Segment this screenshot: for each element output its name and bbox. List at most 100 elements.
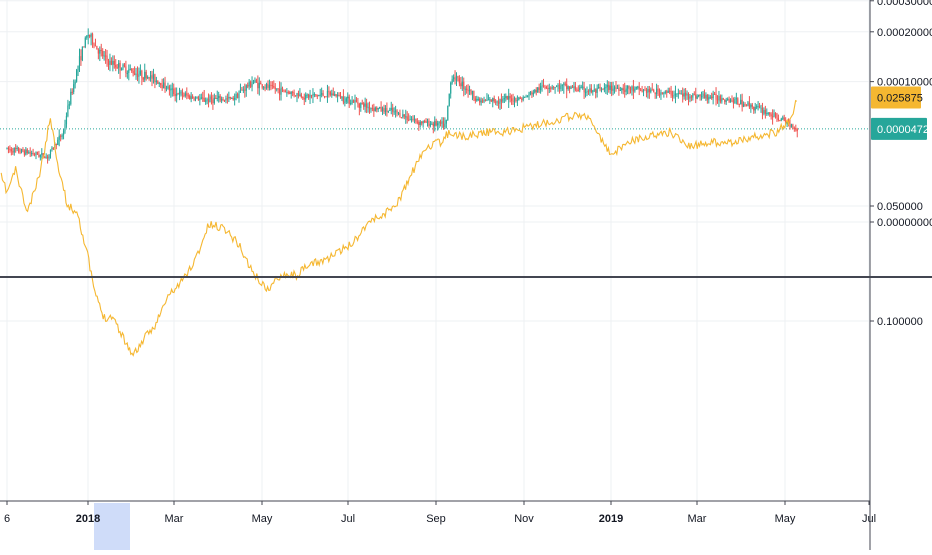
candle-down <box>260 82 262 85</box>
candle-up <box>696 96 698 99</box>
candle-up <box>67 105 69 117</box>
candle-up <box>450 82 452 94</box>
candle-up <box>419 121 421 125</box>
candle-down <box>473 90 475 99</box>
candle-down <box>368 106 371 110</box>
candle-up <box>351 100 353 103</box>
candle-up <box>606 84 608 88</box>
price-pane[interactable] <box>0 28 870 164</box>
candle-up <box>167 86 169 89</box>
candle-down <box>770 114 772 117</box>
candle-up <box>81 46 83 61</box>
candle-up <box>557 84 559 87</box>
candle-up <box>656 88 658 95</box>
candle-up <box>524 96 526 98</box>
candle-up <box>196 97 198 99</box>
time-axis[interactable]: 6 2018 Mar May Jul Sep Nov 2019 Mar May Jul <box>4 501 876 525</box>
candle-up <box>344 101 346 103</box>
candle-down <box>270 84 272 86</box>
candle-down <box>371 107 373 109</box>
price-axis[interactable]: 0.00030000 0.00020000 0.00010000 0.00000000… <box>870 0 932 229</box>
candle-down <box>357 102 359 104</box>
candle-up <box>286 92 288 94</box>
oscillator-axis[interactable]: 0.100000 0.050000 0.025875 <box>870 86 923 328</box>
candle-down <box>160 82 162 85</box>
candle-down <box>207 99 210 103</box>
candle-up <box>757 106 759 108</box>
last-price-badge <box>871 117 927 140</box>
candle-down <box>283 89 285 92</box>
candle-up <box>263 87 265 89</box>
candle-up <box>103 55 105 57</box>
time-axis-label: 2018 <box>76 513 100 525</box>
candle-down <box>531 92 533 95</box>
candle-up <box>686 93 688 96</box>
candle-up <box>579 87 581 91</box>
candle-up <box>712 93 714 99</box>
candle-up <box>534 90 536 93</box>
candle-up <box>734 98 736 104</box>
candle-up <box>767 112 769 114</box>
candle-down <box>687 93 690 99</box>
candle-down <box>545 86 547 89</box>
candle-down <box>506 96 508 100</box>
candle-up <box>790 124 793 128</box>
candle-down <box>189 95 191 99</box>
candle-up <box>265 84 268 88</box>
candle-up <box>74 81 76 85</box>
candle-down <box>416 121 418 123</box>
candle-up <box>705 95 707 99</box>
candle-down <box>547 88 549 90</box>
candle-up <box>87 34 89 37</box>
candle-down <box>741 99 743 107</box>
candle-up <box>600 88 603 90</box>
candle-down <box>339 95 342 99</box>
candle-up <box>239 89 242 93</box>
candle-down <box>229 96 231 99</box>
candle-down <box>71 91 73 93</box>
candle-down <box>23 151 25 155</box>
candle-up <box>381 108 384 111</box>
candle-down <box>310 94 313 96</box>
candle-up <box>477 98 479 100</box>
candle-up <box>461 81 463 87</box>
candle-down <box>42 153 44 158</box>
candle-up <box>112 60 114 65</box>
candle-down <box>711 96 713 99</box>
candle-down <box>325 96 327 98</box>
candle-down <box>463 81 465 89</box>
candle-up <box>453 77 455 80</box>
candle-up <box>483 99 485 102</box>
candle-up <box>305 94 307 100</box>
candle-down <box>615 87 617 89</box>
candle-up <box>492 98 494 102</box>
candle-down <box>26 149 28 154</box>
candle-down <box>106 55 108 61</box>
candle-up <box>171 88 173 90</box>
candle-up <box>58 135 60 140</box>
candle-down <box>215 97 217 99</box>
candle-down <box>482 100 484 102</box>
candle-up <box>122 64 124 69</box>
candle-up <box>178 91 181 95</box>
oscillator-pane[interactable] <box>0 99 798 357</box>
candle-down <box>376 107 378 110</box>
candle-down <box>651 89 653 91</box>
candle-down <box>241 89 243 91</box>
candle-down <box>792 124 794 128</box>
candle-down <box>722 98 724 100</box>
candle-up <box>592 90 594 93</box>
candle-down <box>102 50 104 57</box>
candle-up <box>642 89 645 92</box>
candle-up <box>235 94 237 98</box>
candle-down <box>261 84 263 88</box>
candle-up <box>299 94 301 97</box>
candle-down <box>728 99 730 103</box>
candle-down <box>695 94 697 99</box>
candle-up <box>754 106 756 111</box>
candle-up <box>616 87 619 89</box>
candle-down <box>706 95 708 100</box>
candle-up <box>438 121 440 124</box>
